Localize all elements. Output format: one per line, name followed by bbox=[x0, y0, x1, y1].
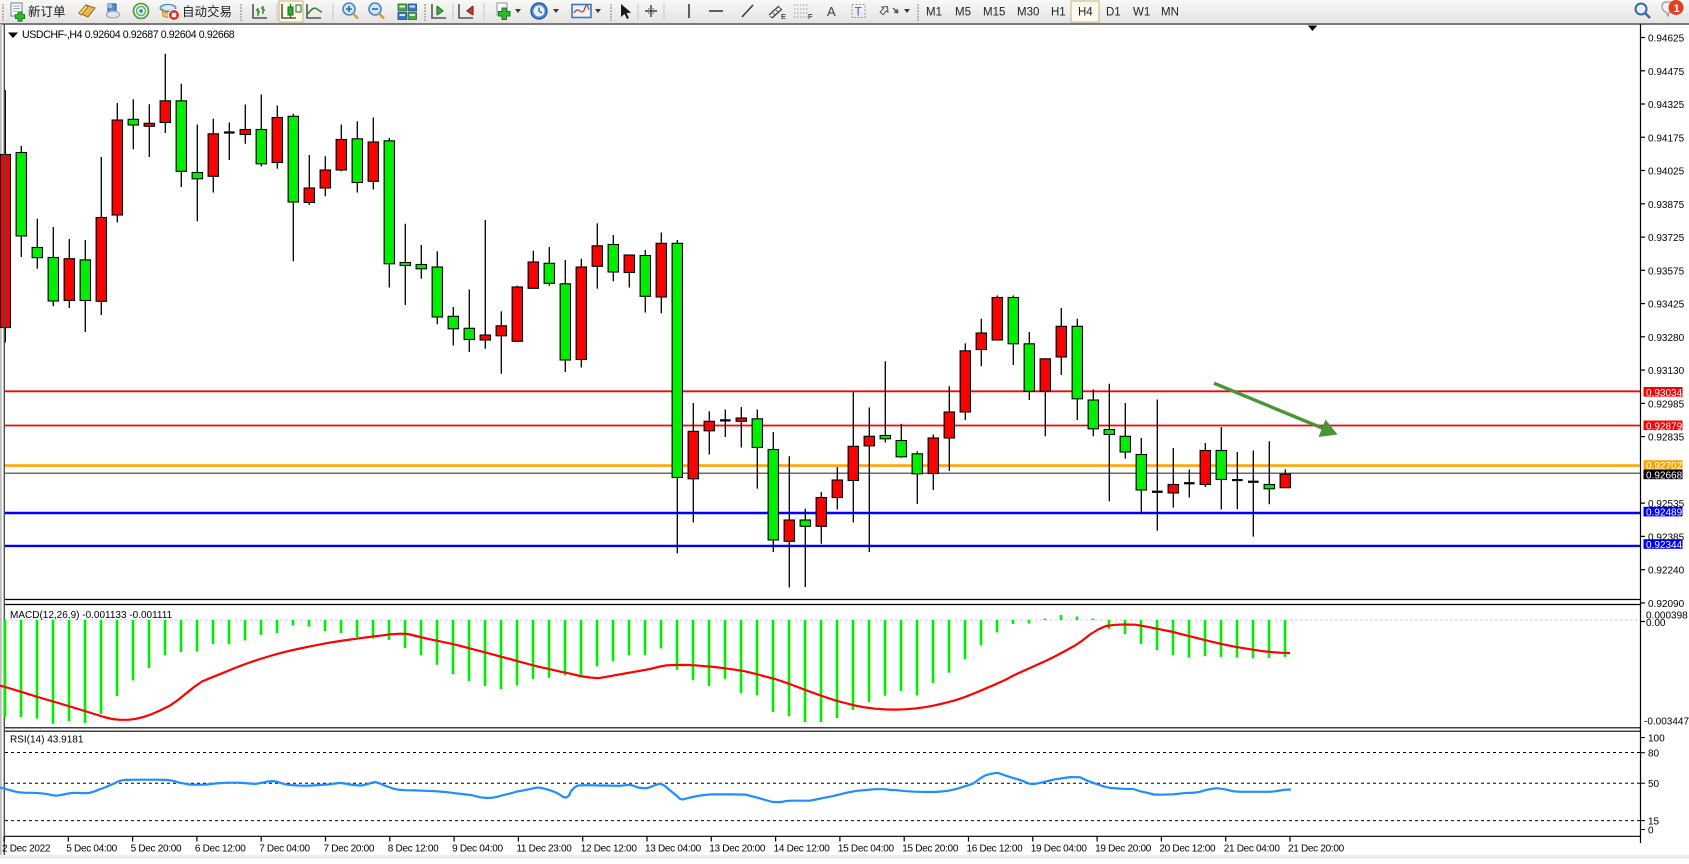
svg-text:0.94025: 0.94025 bbox=[1648, 167, 1685, 178]
svg-text:8 Dec 12:00: 8 Dec 12:00 bbox=[388, 844, 439, 855]
svg-text:新订单: 新订单 bbox=[28, 4, 66, 19]
svg-text:0: 0 bbox=[1648, 825, 1654, 836]
svg-text:11 Dec 23:00: 11 Dec 23:00 bbox=[516, 844, 572, 855]
svg-text:19 Dec 04:00: 19 Dec 04:00 bbox=[1031, 844, 1088, 855]
svg-text:16 Dec 12:00: 16 Dec 12:00 bbox=[967, 844, 1024, 855]
svg-text:15 Dec 04:00: 15 Dec 04:00 bbox=[838, 844, 895, 855]
svg-text:0.92385: 0.92385 bbox=[1648, 532, 1685, 543]
svg-text:0.94325: 0.94325 bbox=[1648, 100, 1685, 111]
svg-text:15: 15 bbox=[1648, 816, 1660, 827]
svg-text:0.92668: 0.92668 bbox=[1646, 470, 1683, 481]
svg-text:RSI(14) 43.9181: RSI(14) 43.9181 bbox=[10, 735, 84, 746]
svg-text:0.00: 0.00 bbox=[1646, 618, 1666, 629]
svg-text:12 Dec 12:00: 12 Dec 12:00 bbox=[581, 844, 638, 855]
svg-text:0.93425: 0.93425 bbox=[1648, 300, 1685, 311]
svg-text:M5: M5 bbox=[955, 7, 971, 19]
svg-text:50: 50 bbox=[1648, 779, 1660, 790]
svg-text:0.93280: 0.93280 bbox=[1648, 333, 1685, 344]
svg-text:H4: H4 bbox=[1078, 7, 1093, 19]
svg-text:A: A bbox=[827, 4, 836, 19]
svg-text:MN: MN bbox=[1161, 7, 1179, 19]
svg-text:0.93034: 0.93034 bbox=[1646, 388, 1683, 399]
svg-text:自动交易: 自动交易 bbox=[182, 4, 232, 19]
svg-text:0.93725: 0.93725 bbox=[1648, 233, 1685, 244]
svg-text:5 Dec 04:00: 5 Dec 04:00 bbox=[66, 844, 117, 855]
svg-text:USDCHF-,H4 0.92604 0.92687 0.: USDCHF-,H4 0.92604 0.92687 0.92604 0.926… bbox=[22, 29, 235, 41]
svg-text:W1: W1 bbox=[1133, 7, 1150, 19]
svg-text:MACD(12,26,9) -0.001133 -0.001: MACD(12,26,9) -0.001133 -0.001111 bbox=[10, 610, 173, 621]
svg-text:5 Dec 20:00: 5 Dec 20:00 bbox=[131, 844, 182, 855]
svg-text:0.92344: 0.92344 bbox=[1646, 540, 1683, 551]
svg-text:0.92835: 0.92835 bbox=[1648, 433, 1685, 444]
svg-text:0.92090: 0.92090 bbox=[1648, 599, 1685, 610]
svg-text:0.92489: 0.92489 bbox=[1646, 508, 1683, 519]
svg-text:0.94625: 0.94625 bbox=[1648, 34, 1685, 45]
svg-text:1: 1 bbox=[1674, 3, 1680, 15]
svg-text:9 Dec 04:00: 9 Dec 04:00 bbox=[452, 844, 503, 855]
svg-text:0.92985: 0.92985 bbox=[1648, 399, 1685, 410]
svg-text:M1: M1 bbox=[926, 7, 942, 19]
svg-text:20 Dec 12:00: 20 Dec 12:00 bbox=[1159, 844, 1216, 855]
svg-text:15 Dec 20:00: 15 Dec 20:00 bbox=[902, 844, 959, 855]
svg-text:0.94475: 0.94475 bbox=[1648, 67, 1685, 78]
svg-text:H1: H1 bbox=[1051, 7, 1066, 19]
svg-text:2 Dec 2022: 2 Dec 2022 bbox=[2, 844, 51, 855]
svg-text:13 Dec 04:00: 13 Dec 04:00 bbox=[645, 844, 702, 855]
svg-text:19 Dec 20:00: 19 Dec 20:00 bbox=[1095, 844, 1152, 855]
svg-text:T: T bbox=[855, 5, 863, 19]
svg-text:-0.003447: -0.003447 bbox=[1644, 716, 1689, 727]
svg-text:100: 100 bbox=[1648, 733, 1665, 744]
svg-text:F: F bbox=[808, 12, 813, 21]
svg-text:13 Dec 20:00: 13 Dec 20:00 bbox=[709, 844, 766, 855]
svg-text:0.92879: 0.92879 bbox=[1646, 421, 1683, 432]
svg-text:0.93875: 0.93875 bbox=[1648, 200, 1685, 211]
svg-text:0.92535: 0.92535 bbox=[1648, 499, 1685, 510]
svg-text:M15: M15 bbox=[983, 7, 1005, 19]
svg-text:0.92240: 0.92240 bbox=[1648, 566, 1685, 577]
svg-text:80: 80 bbox=[1648, 749, 1660, 760]
svg-text:0.94175: 0.94175 bbox=[1648, 133, 1685, 144]
svg-text:7 Dec 20:00: 7 Dec 20:00 bbox=[324, 844, 375, 855]
svg-text:21 Dec 20:00: 21 Dec 20:00 bbox=[1288, 844, 1345, 855]
svg-text:E: E bbox=[781, 12, 786, 21]
svg-text:0.93575: 0.93575 bbox=[1648, 266, 1685, 277]
svg-text:M30: M30 bbox=[1017, 7, 1039, 19]
svg-text:14 Dec 12:00: 14 Dec 12:00 bbox=[774, 844, 831, 855]
svg-text:0.000398: 0.000398 bbox=[1646, 611, 1688, 622]
svg-text:6 Dec 12:00: 6 Dec 12:00 bbox=[195, 844, 246, 855]
svg-text:D1: D1 bbox=[1106, 7, 1121, 19]
svg-text:0.93130: 0.93130 bbox=[1648, 366, 1685, 377]
svg-text:21 Dec 04:00: 21 Dec 04:00 bbox=[1224, 844, 1281, 855]
svg-text:7 Dec 04:00: 7 Dec 04:00 bbox=[259, 844, 310, 855]
svg-text:0.92702: 0.92702 bbox=[1646, 461, 1683, 472]
